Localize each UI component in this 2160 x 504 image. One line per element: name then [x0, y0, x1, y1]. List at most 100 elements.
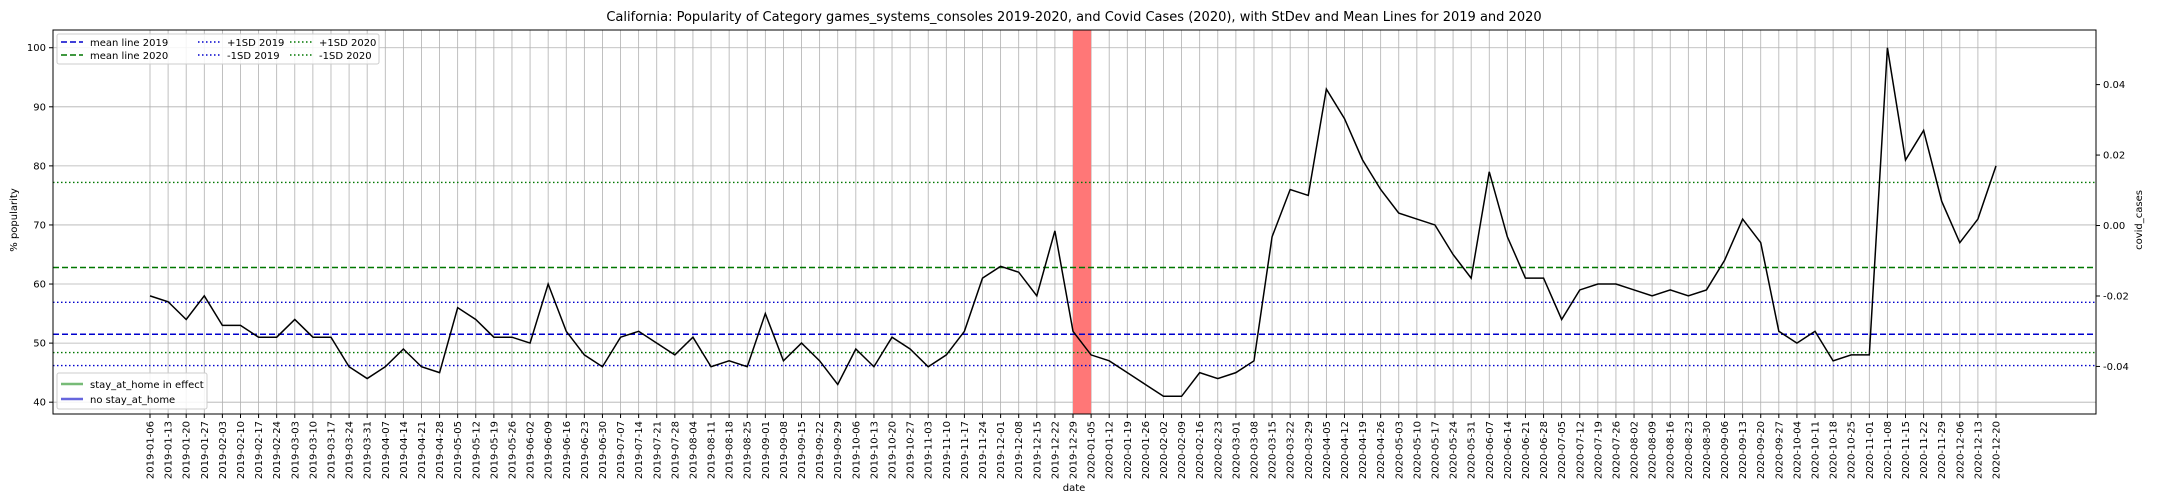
x-tick-label: 2020-01-12	[1105, 421, 1116, 479]
x-tick-label: 2019-06-16	[562, 421, 573, 479]
legend2-label: stay_at_home in effect	[90, 380, 204, 391]
x-tick-label: 2019-01-27	[200, 421, 211, 479]
x-tick-label: 2020-08-23	[1684, 421, 1695, 479]
x-tick-label: 2019-06-23	[580, 421, 591, 479]
y-tick-label: 100	[27, 43, 46, 54]
legend-label: -1SD 2019	[227, 51, 280, 62]
x-tick-label: 2020-06-14	[1503, 421, 1514, 479]
legend-reference-lines: mean line 2019 mean line 2020 +1SD 2019 -1S…	[56, 33, 380, 65]
x-tick-label: 2019-03-10	[308, 421, 319, 479]
x-tick-label: 2020-02-16	[1195, 421, 1206, 479]
x-tick-label: 2019-06-09	[544, 421, 555, 479]
y2-tick-label: -0.04	[2103, 362, 2129, 373]
x-tick-label: 2019-12-01	[996, 421, 1007, 479]
x-tick-label: 2020-08-30	[1702, 421, 1713, 479]
y-axis-ticks: 40 50 60 70 80 90 100	[27, 43, 53, 409]
x-tick-label: 2019-08-18	[725, 421, 736, 479]
x-tick-label: 2019-05-19	[489, 421, 500, 479]
x-tick-label: 2019-12-08	[1014, 421, 1025, 479]
x-tick-label: 2019-10-20	[888, 421, 899, 479]
x-tick-label: 2019-11-24	[978, 421, 989, 479]
y-tick-label: 50	[33, 339, 46, 350]
x-tick-label: 2019-03-24	[345, 421, 356, 479]
x-tick-label: 2019-07-21	[652, 421, 663, 479]
x-tick-label: 2020-03-15	[1268, 421, 1279, 479]
y-tick-label: 40	[33, 398, 46, 409]
x-tick-label: 2019-06-30	[598, 421, 609, 479]
x-tick-label: 2019-08-11	[707, 421, 718, 479]
plot-frame	[52, 29, 2097, 415]
x-tick-label: 2019-07-07	[616, 421, 627, 479]
x-tick-label: 2019-02-10	[236, 421, 247, 479]
legend2-label: no stay_at_home	[90, 395, 175, 406]
x-tick-label: 2020-05-10	[1412, 421, 1423, 479]
x-tick-label: 2019-12-15	[1032, 421, 1043, 479]
x-tick-label: 2019-05-26	[507, 421, 518, 479]
y-tick-label: 90	[33, 102, 46, 113]
x-tick-label: 2020-06-07	[1485, 421, 1496, 479]
y2-tick-label: -0.02	[2103, 291, 2129, 302]
x-tick-label: 2019-02-24	[272, 421, 283, 479]
x-tick-label: 2019-11-03	[924, 421, 935, 479]
y2-axis-ticks: 0.04 0.02 0.00 -0.02 -0.04	[2096, 80, 2129, 373]
y2-tick-label: 0.02	[2103, 151, 2125, 162]
x-tick-label: 2020-03-22	[1286, 421, 1297, 479]
x-tick-label: 2020-10-25	[1847, 421, 1858, 479]
x-tick-label: 2020-11-15	[1901, 421, 1912, 479]
x-tick-label: 2019-02-17	[254, 421, 265, 479]
x-tick-label: 2019-01-06	[146, 421, 157, 479]
legend-label: -1SD 2020	[319, 51, 372, 62]
x-tick-label: 2019-10-06	[851, 421, 862, 479]
x-tick-label: 2020-01-05	[1087, 421, 1098, 479]
x-tick-label: 2020-09-13	[1738, 421, 1749, 479]
x-tick-label: 2019-09-01	[761, 421, 772, 479]
legend-label: mean line 2019	[90, 38, 168, 49]
highlight-span-rect	[1073, 30, 1092, 414]
x-tick-label: 2020-04-05	[1322, 421, 1333, 479]
x-tick-label: 2020-02-09	[1177, 421, 1188, 479]
x-tick-label: 2019-09-22	[815, 421, 826, 479]
legend-label: +1SD 2019	[227, 38, 284, 49]
x-tick-label: 2019-08-25	[743, 421, 754, 479]
x-tick-label: 2019-12-29	[1069, 421, 1080, 479]
x-tick-label: 2020-01-26	[1141, 421, 1152, 479]
x-tick-label: 2019-07-28	[670, 421, 681, 479]
series-lines	[149, 47, 1997, 398]
x-tick-label: 2019-04-28	[435, 421, 446, 479]
legend-label: +1SD 2020	[319, 38, 376, 49]
x-tick-label: 2020-03-29	[1304, 421, 1315, 479]
x-tick-label: 2020-09-27	[1774, 421, 1785, 479]
x-tick-label: 2020-10-11	[1811, 421, 1822, 479]
x-tick-label: 2020-08-16	[1666, 421, 1677, 479]
x-tick-label: 2020-02-02	[1159, 421, 1170, 479]
x-tick-label: 2020-05-24	[1449, 421, 1460, 479]
x-tick-label: 2020-11-01	[1865, 421, 1876, 479]
x-tick-label: 2020-08-09	[1648, 421, 1659, 479]
x-tick-label: 2020-07-26	[1611, 421, 1622, 479]
highlight-span	[1073, 30, 1092, 414]
y2-axis-label: covid_cases	[2134, 190, 2145, 250]
x-tick-label: 2019-01-20	[182, 421, 193, 479]
x-tick-label: 2019-07-14	[634, 421, 645, 479]
x-tick-label: 2020-07-19	[1593, 421, 1604, 479]
y-axis-label: % popularity	[9, 188, 20, 252]
x-tick-label: 2020-08-02	[1630, 421, 1641, 479]
y2-tick-label: 0.04	[2103, 80, 2125, 91]
x-tick-label: 2020-02-23	[1213, 421, 1224, 479]
x-tick-label: 2019-10-27	[906, 421, 917, 479]
x-tick-label: 2020-10-04	[1792, 421, 1803, 479]
x-tick-label: 2020-05-03	[1394, 421, 1405, 479]
y-tick-label: 60	[33, 280, 46, 291]
x-tick-label: 2020-03-08	[1249, 421, 1260, 479]
x-tick-label: 2019-08-04	[688, 421, 699, 479]
x-tick-label: 2020-06-21	[1521, 421, 1532, 479]
x-tick-label: 2020-04-12	[1340, 421, 1351, 479]
x-tick-label: 2020-04-26	[1376, 421, 1387, 479]
x-tick-label: 2020-11-22	[1919, 421, 1930, 479]
x-tick-label: 2019-02-03	[218, 421, 229, 479]
x-tick-label: 2020-10-18	[1829, 421, 1840, 479]
x-tick-label: 2019-04-07	[381, 421, 392, 479]
y2-tick-label: 0.00	[2103, 221, 2125, 232]
x-tick-label: 2020-11-29	[1937, 421, 1948, 479]
x-tick-label: 2019-11-17	[960, 421, 971, 479]
